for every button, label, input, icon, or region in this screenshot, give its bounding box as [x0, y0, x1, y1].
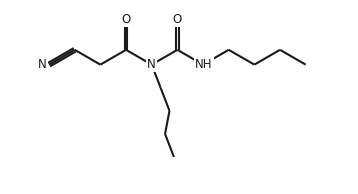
Text: N: N	[38, 58, 47, 71]
Text: O: O	[173, 13, 182, 26]
Text: N: N	[147, 58, 156, 71]
Text: NH: NH	[195, 58, 213, 71]
Text: O: O	[121, 13, 131, 26]
